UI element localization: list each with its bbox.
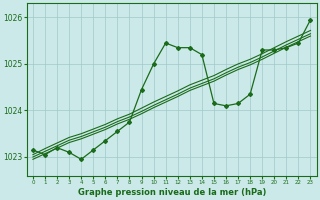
- X-axis label: Graphe pression niveau de la mer (hPa): Graphe pression niveau de la mer (hPa): [77, 188, 266, 197]
